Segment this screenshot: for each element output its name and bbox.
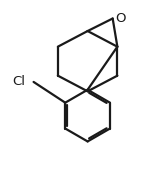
Text: Cl: Cl xyxy=(12,76,25,88)
Text: O: O xyxy=(115,12,126,25)
